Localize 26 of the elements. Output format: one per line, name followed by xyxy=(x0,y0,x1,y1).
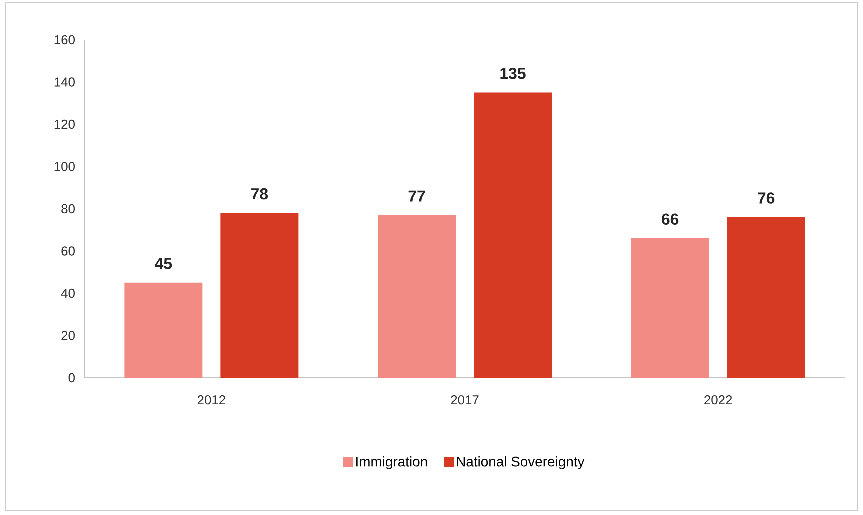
x-tick-label: 2022 xyxy=(704,396,732,405)
y-tick-label: 160 xyxy=(54,35,75,45)
data-label: 76 xyxy=(758,192,775,204)
y-tick-label: 120 xyxy=(54,120,75,130)
y-tick-label: 0 xyxy=(68,373,75,383)
data-label: 45 xyxy=(155,258,172,270)
y-tick-label: 40 xyxy=(61,288,75,298)
x-tick-label: 2012 xyxy=(198,396,226,405)
data-label: 135 xyxy=(500,68,526,80)
legend-label: Immigration xyxy=(356,456,428,470)
bar xyxy=(220,213,299,378)
bar xyxy=(378,215,456,378)
data-label: 77 xyxy=(408,190,426,202)
bar xyxy=(474,92,552,378)
legend-label: National Sovereignty xyxy=(457,456,585,470)
y-tick-label: 100 xyxy=(54,162,75,172)
y-tick-label: 140 xyxy=(54,78,75,87)
bar xyxy=(631,238,710,378)
y-tick-label: 60 xyxy=(62,246,75,256)
x-tick-label: 2017 xyxy=(451,396,479,405)
data-label: 78 xyxy=(252,188,268,200)
y-tick-label: 20 xyxy=(62,331,75,340)
y-tick-label: 80 xyxy=(62,204,75,214)
bar xyxy=(124,282,203,378)
data-label: 66 xyxy=(662,214,679,226)
bar xyxy=(727,217,806,378)
